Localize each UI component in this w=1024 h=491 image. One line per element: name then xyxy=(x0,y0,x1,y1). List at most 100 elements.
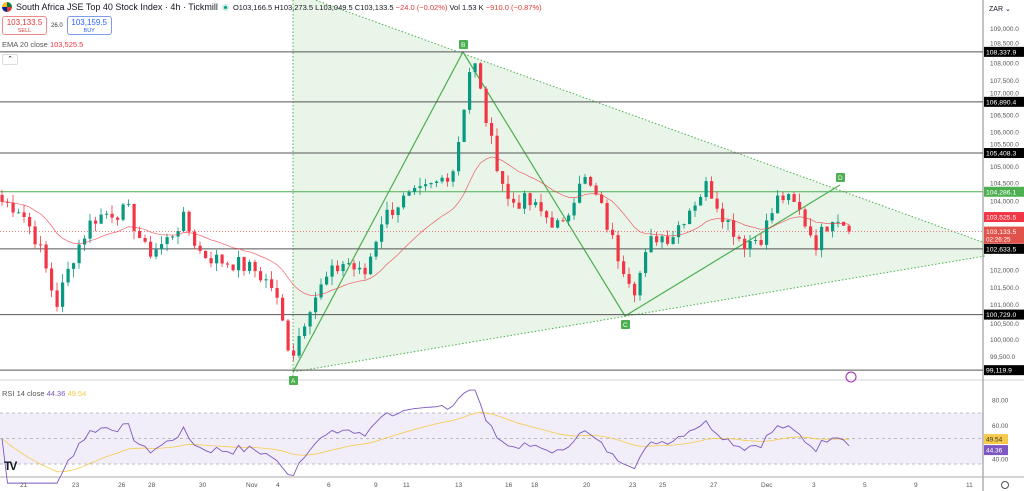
time-tick-label: 9 xyxy=(914,482,918,489)
buy-price: 103,159.5 xyxy=(71,18,107,27)
ema-legend[interactable]: EMA 20 close 103,525.5 xyxy=(2,40,83,49)
candle-body xyxy=(836,221,840,223)
high-value: H103,273.5 xyxy=(274,2,314,12)
candle-body xyxy=(501,171,505,184)
candle-body xyxy=(347,263,351,265)
rsi-ma-badge xyxy=(984,434,1008,445)
rsi-tick-label: 60.00 xyxy=(992,423,1009,430)
candle-body xyxy=(374,241,378,257)
candle-body xyxy=(429,183,433,185)
candle-body xyxy=(495,135,499,172)
candle-body xyxy=(369,256,373,275)
price-tick-label: 106,500.0 xyxy=(990,112,1019,119)
ema-price-badge-label: 103,525.5 xyxy=(986,215,1016,222)
candle-body xyxy=(748,240,752,250)
rsi-ma-badge-label: 49.54 xyxy=(986,437,1003,444)
symbol-header: South Africa JSE Top 40 Stock Index · 4h… xyxy=(2,2,542,12)
candle-body xyxy=(6,201,10,203)
price-tick-label: 107,500.0 xyxy=(990,78,1019,85)
time-tick-label: 20 xyxy=(583,482,591,489)
candle-body xyxy=(220,254,224,264)
candle-body xyxy=(710,181,714,199)
candle-body xyxy=(44,244,48,269)
level-price-badge-label: 108,337.9 xyxy=(986,49,1016,56)
level-price-badge-label: 105,408.3 xyxy=(986,151,1016,158)
volume-change: −910.0 (−0.87%) xyxy=(485,2,542,12)
rsi-legend[interactable]: RSI 14 close 44.36 49.54 xyxy=(2,389,86,398)
candle-body xyxy=(264,279,268,281)
symbol-title[interactable]: South Africa JSE Top 40 Stock Index · 4h… xyxy=(16,2,218,12)
triangle-pattern-fill xyxy=(293,0,985,372)
buy-button[interactable]: 103,159.5 BUY xyxy=(66,16,112,35)
candle-body xyxy=(435,181,439,184)
candle-body xyxy=(165,237,169,245)
candle-body xyxy=(17,212,21,214)
candle-body xyxy=(809,226,813,236)
candle-body xyxy=(490,123,494,136)
candle-body xyxy=(209,258,213,264)
collapse-legend-button[interactable]: ⌃ xyxy=(2,54,18,65)
candle-body xyxy=(473,63,477,73)
candle-body xyxy=(11,202,15,213)
pattern-point-badge xyxy=(459,40,468,49)
candle-body xyxy=(644,252,648,273)
candle-body xyxy=(72,263,76,269)
candle-body xyxy=(259,271,263,281)
candle-body xyxy=(77,244,81,264)
candle-body xyxy=(798,201,802,210)
price-tick-label: 105,500.0 xyxy=(990,142,1019,149)
candle-body xyxy=(633,283,637,296)
candle-body xyxy=(297,336,301,356)
time-tick-label: 4 xyxy=(276,482,280,489)
time-tick-label: 6 xyxy=(327,482,331,489)
candle-body xyxy=(341,263,345,272)
candle-body xyxy=(187,211,191,232)
ohlc-values: O103,166.5 H103,273.5 L103,049.5 C103,13… xyxy=(233,3,542,12)
price-tick-label: 100,000.0 xyxy=(990,337,1019,344)
candle-body xyxy=(396,207,400,216)
spread: 26.0 xyxy=(51,22,63,29)
price-tick-label: 102,000.0 xyxy=(990,268,1019,275)
level-price-badge xyxy=(984,365,1024,376)
candle-body xyxy=(424,184,428,187)
last-price-label: 103,133.5 xyxy=(986,229,1016,236)
candle-body xyxy=(688,210,692,225)
price-tick-label: 108,500.0 xyxy=(990,40,1019,47)
candle-body xyxy=(462,109,466,143)
time-tick-label: Nov xyxy=(246,482,258,489)
level-price-badge-label: 99,119.9 xyxy=(986,368,1012,375)
candle-body xyxy=(765,220,769,245)
candle-body xyxy=(534,202,538,206)
candle-body xyxy=(391,209,395,216)
currency-selector[interactable]: ZAR ⌄ xyxy=(987,3,1021,16)
candle-body xyxy=(385,209,389,225)
candle-body xyxy=(627,274,631,284)
candle-body xyxy=(611,229,615,236)
candle-body xyxy=(39,244,43,246)
candle-body xyxy=(226,263,230,265)
candle-body xyxy=(248,261,252,271)
candle-body xyxy=(814,235,818,251)
candle-body xyxy=(303,326,307,337)
candle-body xyxy=(600,194,604,203)
candle-body xyxy=(138,230,142,238)
level-price-badge-label: 102,633.5 xyxy=(986,246,1016,253)
close-value: C103,133.5 xyxy=(354,2,394,12)
triangle-lower-line xyxy=(292,255,986,373)
level-price-badge xyxy=(984,309,1024,320)
candle-body xyxy=(743,238,747,250)
candle-body xyxy=(193,231,197,246)
rsi-tick-label: 40.00 xyxy=(992,457,1009,464)
candle-body xyxy=(83,238,87,245)
candle-body xyxy=(99,214,103,224)
change-value: −24.0 (−0.02%) xyxy=(395,2,448,12)
candle-body xyxy=(726,220,730,222)
candle-body xyxy=(440,177,444,182)
candle-body xyxy=(204,250,208,259)
price-tick-label: 99,500.0 xyxy=(990,354,1016,361)
candle-body xyxy=(479,63,483,89)
sell-button[interactable]: 103,133.5 SELL xyxy=(2,16,47,35)
candle-body xyxy=(792,194,796,202)
candle-body xyxy=(589,176,593,186)
